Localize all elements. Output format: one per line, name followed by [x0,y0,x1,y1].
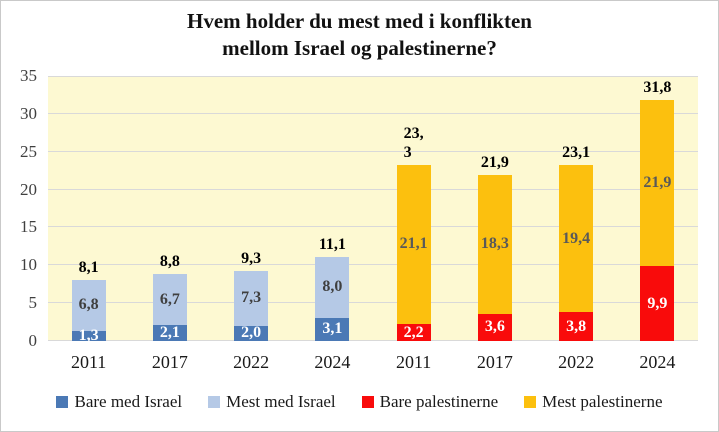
legend-item: Mest med Israel [208,392,336,412]
bar-segment-label: 9,9 [647,294,668,312]
x-tick-label: 2022 [233,352,270,372]
gridline [48,340,698,341]
bar-segment-label: 21,9 [643,174,672,192]
bar-segment-label: 6,8 [78,296,99,314]
chart-title: Hvem holder du mest med i konflikten mel… [1,8,718,62]
legend-item: Mest palestinerne [524,392,663,412]
chart-title-line1: Hvem holder du mest med i konflikten [187,9,532,33]
legend-swatch-icon [361,396,374,408]
bar-segment: 9,9 [640,266,675,341]
bar-segment-label: 18,3 [480,235,509,253]
bar-segment-label: 3,1 [322,320,343,338]
x-tick-label: 2011 [395,352,432,372]
legend: Bare med Israel Mest med Israel Bare pales… [1,392,718,412]
y-tick-label: 30 [20,103,37,123]
bar-segment-label: 2,1 [159,324,180,341]
chart-title-line2: mellom Israel og palestinerne? [222,36,497,60]
bar-segment-label: 1,3 [78,327,99,341]
legend-label: Mest palestinerne [542,392,663,411]
x-tick-label: 2017 [476,352,513,372]
bar-segment: 8,0 [315,256,350,318]
legend-swatch-icon [56,396,69,408]
bar-total-label: 23,1 [562,144,591,162]
bar-segment: 6,8 [71,279,106,332]
legend-item: Bare palestinerne [361,392,499,412]
legend-swatch-icon [208,396,221,408]
gridline [48,226,698,228]
bar-segment: 3,1 [315,317,350,341]
y-tick-label: 15 [20,217,37,237]
bar-segment: 21,9 [640,100,675,267]
bar-segment-label: 19,4 [562,229,591,247]
legend-swatch-icon [524,396,537,408]
legend-item: Bare med Israel [56,392,182,412]
gridline [48,188,698,190]
y-tick-label: 10 [20,255,37,275]
x-tick-label: 2024 [314,352,351,372]
gridline [48,264,698,266]
plot-area: 1,3 6,8 8,1 2,1 6,7 8,8 2,0 7,3 9,3 3,1 8,0 11,1 2,2… [48,76,698,341]
bar-segment-label: 2,2 [403,323,424,341]
gridline [48,150,698,152]
gridline [48,76,698,77]
bar-segment-label: 21,1 [399,235,428,253]
bar-segment: 6,7 [152,274,187,326]
y-tick-label: 25 [20,141,37,161]
bar-segment: 18,3 [477,175,512,314]
bar-total-label: 31,8 [643,79,672,97]
bar-segment: 19,4 [559,165,594,313]
bar-total-label: 11,1 [318,235,346,253]
bar-segment-label: 3,6 [484,318,505,336]
y-tick-label: 5 [28,293,38,313]
bar-segment-label: 8,0 [322,278,343,296]
bar-total-label: 8,8 [159,253,180,271]
gridline [48,302,698,304]
y-tick-label: 0 [28,331,38,350]
legend-label: Bare med Israel [74,392,183,411]
y-tick-label: 20 [20,179,37,199]
x-tick-label: 2022 [558,352,595,372]
bar-segment-label: 7,3 [241,289,262,307]
bar-segment: 2,1 [152,324,187,341]
y-tick-label: 35 [20,66,37,85]
x-tick-label: 2024 [639,352,676,372]
bar-total-label: 8,1 [78,258,99,276]
bar-segment: 7,3 [234,270,269,326]
bar-segment-label: 2,0 [241,324,262,341]
bar-segment: 2,2 [396,323,431,341]
x-tick-label: 2017 [151,352,188,372]
bar-total-label: 9,3 [241,249,262,267]
bar-total-label: 21,9 [480,154,509,172]
bar-segment-label: 6,7 [159,290,180,308]
bar-total-label: 23, 3 [403,124,424,161]
bar-segment: 1,3 [71,327,106,341]
legend-label: Bare palestinerne [379,392,499,411]
x-tick-label: 2011 [70,352,107,372]
bar-segment: 3,8 [559,312,594,341]
bar-segment-label: 3,8 [566,317,587,335]
bar-segment: 2,0 [234,324,269,341]
bar-segment: 3,6 [477,313,512,341]
legend-label: Mest med Israel [226,392,336,411]
gridline [48,112,698,114]
bar-segment: 21,1 [396,164,431,325]
